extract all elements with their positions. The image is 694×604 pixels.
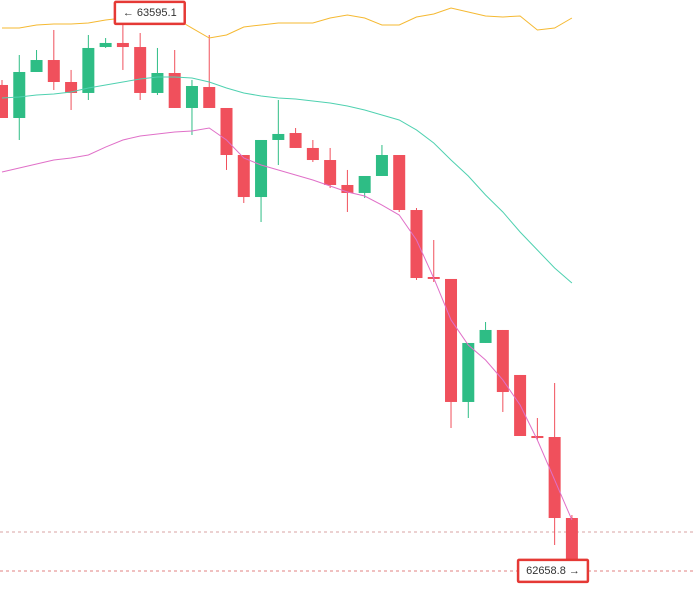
- candle-body: [479, 329, 492, 343]
- candle-body: [548, 437, 561, 519]
- candle-body: [13, 71, 26, 118]
- marker-label: 62658.8 →: [526, 565, 580, 577]
- candle-body: [306, 147, 319, 161]
- candle-body: [375, 155, 388, 176]
- candle-body: [255, 139, 268, 198]
- candle-body: [168, 73, 181, 108]
- candle-body: [237, 155, 250, 198]
- candle-body: [445, 278, 458, 402]
- marker-box: [516, 558, 590, 584]
- candle-body: [496, 329, 509, 393]
- candle-body: [462, 342, 475, 402]
- candle-body: [341, 184, 354, 193]
- candle-body: [358, 175, 371, 193]
- candle-body: [324, 160, 337, 185]
- candle-body: [393, 155, 406, 211]
- candle-body: [565, 518, 578, 567]
- candle-body: [30, 60, 43, 72]
- candle-body: [151, 73, 164, 93]
- candle-body: [289, 133, 302, 148]
- candle-body: [99, 42, 112, 48]
- candle-body: [410, 210, 423, 279]
- marker-box: [113, 0, 186, 26]
- candle-body: [531, 436, 544, 439]
- candle-body: [185, 85, 198, 108]
- candle-body: [47, 60, 60, 83]
- candle-body: [134, 47, 147, 93]
- candle-body: [0, 84, 8, 118]
- band-line: [1, 127, 573, 521]
- candle-body: [116, 42, 129, 48]
- candle-body: [272, 133, 285, 140]
- candle-body: [65, 82, 78, 93]
- marker-label: ← 63595.1: [123, 7, 177, 19]
- band-line: [2, 7, 573, 39]
- candle-body: [82, 47, 95, 93]
- candle-body: [220, 107, 233, 156]
- band-line: [1, 76, 573, 284]
- candle-body: [203, 87, 216, 108]
